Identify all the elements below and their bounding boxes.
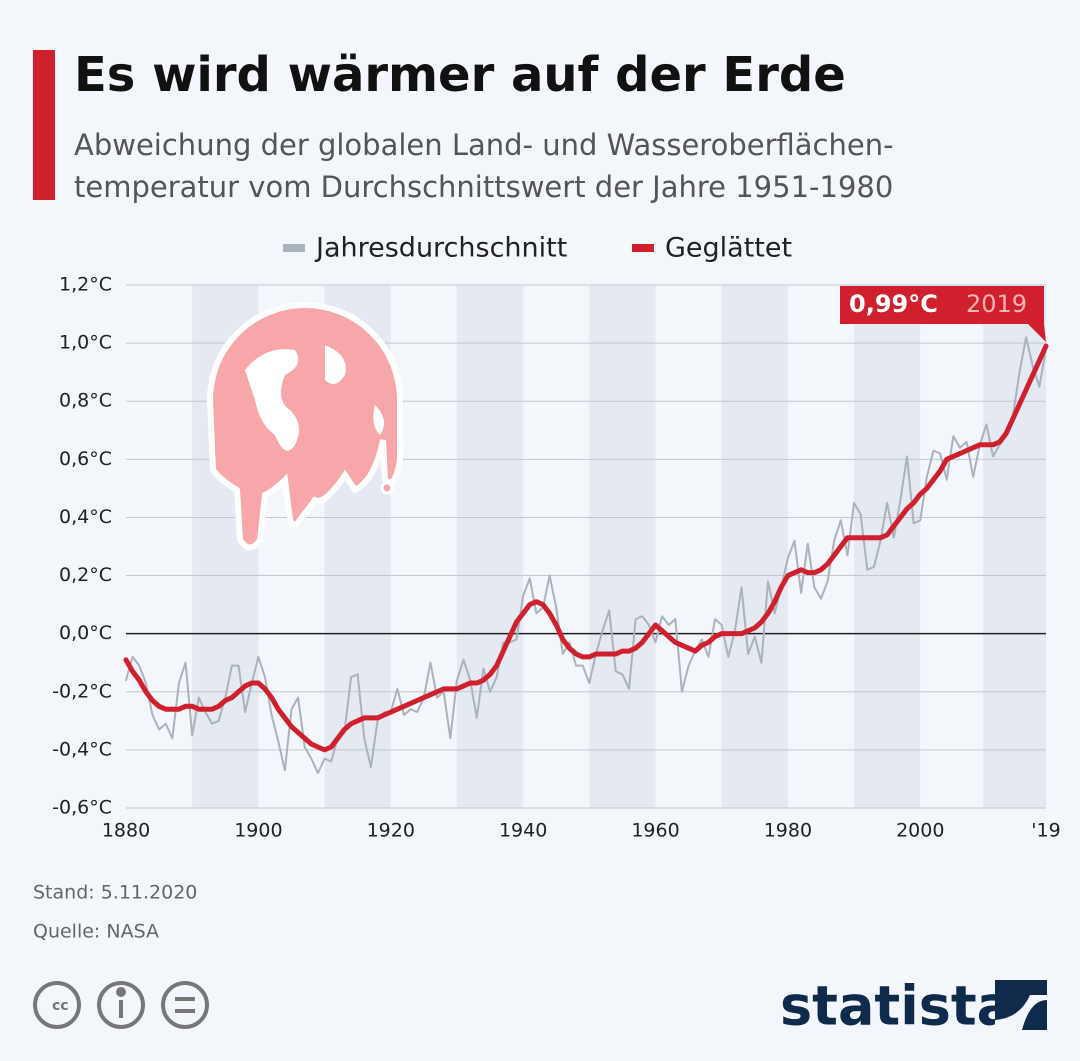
title: Es wird wärmer auf der Erde [74,47,846,103]
y-tick-label: -0,6°C [52,797,112,819]
title-bar [33,50,55,200]
y-tick-label: -0,4°C [52,738,112,760]
y-tick-label: 1,2°C [59,274,112,296]
series-line [125,336,1047,775]
y-tick-label: 0,6°C [59,448,112,470]
x-tick-label: 1900 [234,820,282,842]
license-icons [33,981,209,1029]
band [589,285,656,808]
annotation-value: 0,99°C [849,290,938,318]
x-tick-label: 1880 [102,820,150,842]
legend-swatch [632,244,654,252]
x-tick-label: '19 [1031,820,1060,842]
subtitle: temperatur vom Durchschnittswert der Jah… [74,170,893,204]
y-tick-label: 0,2°C [59,564,112,586]
plot [123,336,1049,775]
y-tick-label: 0,8°C [59,390,112,412]
x-tick-label: 2000 [896,820,944,842]
y-tick-label: 1,0°C [59,332,112,354]
y-tick-label: 0,0°C [59,622,112,644]
brand: statista [780,975,1013,1038]
x-tick-label: 1960 [631,820,679,842]
x-tick-label: 1980 [764,820,812,842]
legend-label: Geglättet [665,233,792,264]
annotation-box [840,286,1046,343]
date-note: Stand: 5.11.2020 [33,882,197,904]
brand-logo [995,980,1047,1030]
band [721,285,788,808]
legend-label: Jahresdurchschnitt [314,233,567,264]
y-tick-label: 0,4°C [59,506,112,528]
y-tick-label: -0,2°C [52,680,112,702]
x-tick-label: 1940 [499,820,547,842]
subtitle: Abweichung der globalen Land- und Wasser… [74,128,894,162]
globe-icon [206,302,403,551]
grid: -0,6°C -0,4°C -0,2°C 0,0°C 0,2°C 0,4°C 0,6°C 0,… [52,274,1061,842]
series-line [123,343,1049,753]
cc-mark: cc [52,998,69,1014]
source-note: Quelle: NASA [33,921,159,943]
band [456,285,524,808]
annotation-year: 2019 [966,290,1027,318]
x-tick-label: 1920 [367,820,415,842]
legend-swatch [283,244,305,252]
